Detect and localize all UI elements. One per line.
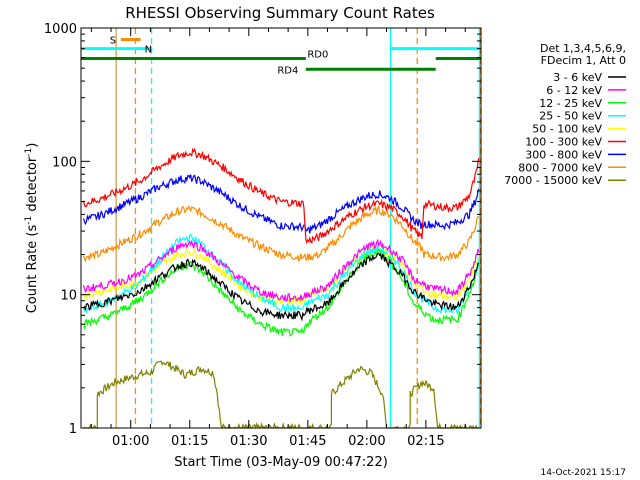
series-line-3-6-kev — [83, 252, 480, 322]
series-line-6-12-kev — [82, 238, 480, 304]
y-tick-label: 1 — [69, 422, 77, 437]
legend: Det 1,3,4,5,6,9, FDecim 1, Att 0 3 - 6 k… — [504, 42, 626, 187]
x-tick-label: 02:00 — [348, 434, 385, 449]
legend-header-line-1: Det 1,3,4,5,6,9, — [540, 42, 626, 55]
footer-timestamp: 14-Oct-2021 15:17 — [541, 468, 626, 478]
legend-label-300-800-kev: 300 - 800 keV — [525, 148, 602, 161]
legend-label-25-50-kev: 25 - 50 keV — [539, 110, 602, 123]
state-bar-label-rd4: RD4 — [277, 65, 298, 76]
x-tick-label: 01:15 — [171, 434, 208, 449]
plot-frame — [80, 27, 482, 429]
x-axis-label: Start Time (03-May-09 00:47:22) — [174, 455, 388, 470]
legend-label-3-6-kev: 3 - 6 keV — [553, 71, 602, 84]
state-bar-label-n: N — [145, 45, 152, 56]
state-bar-label-s: S — [110, 35, 116, 46]
series-line-7000-15000-kev — [83, 360, 481, 430]
legend-label-12-25-kev: 12 - 25 keV — [539, 97, 602, 110]
x-tick-label: 01:30 — [230, 434, 267, 449]
legend-label-7000-15000-kev: 7000 - 15000 keV — [504, 174, 602, 187]
y-tick-label: 10 — [60, 289, 77, 304]
series-line-300-800-kev — [82, 174, 480, 234]
legend-label-50-100-kev: 50 - 100 keV — [532, 123, 602, 136]
x-axis-ticks: 01:00 01:15 01:30 01:45 02:00 02:15 — [90, 28, 466, 449]
state-bars: S N RD0 RD4 — [81, 35, 481, 76]
x-tick-label: 01:00 — [112, 434, 149, 449]
legend-header-line-2: FDecim 1, Att 0 — [541, 54, 626, 67]
legend-label-800-7000-kev: 800 - 7000 keV — [518, 161, 602, 174]
series-lines — [82, 147, 481, 430]
y-tick-label: 100 — [52, 155, 77, 170]
state-bar-label-rd0: RD0 — [307, 50, 328, 61]
y-axis-label: Count Rate (s-1 detector-1) — [24, 143, 40, 314]
y-tick-label: 1000 — [44, 22, 77, 37]
y-axis-ticks: 1 10 100 1000 — [44, 22, 481, 437]
series-line-50-100-kev — [82, 244, 480, 306]
series-line-800-7000-kev — [82, 204, 480, 263]
legend-label-6-12-kev: 6 - 12 keV — [546, 84, 602, 97]
chart-title: RHESSI Observing Summary Count Rates — [125, 4, 435, 22]
x-tick-label: 02:15 — [407, 434, 444, 449]
series-line-12-25-kev — [82, 248, 480, 337]
series-line-100-300-kev — [82, 147, 480, 245]
legend-label-100-300-kev: 100 - 300 keV — [525, 136, 602, 149]
x-tick-label: 01:45 — [289, 434, 326, 449]
